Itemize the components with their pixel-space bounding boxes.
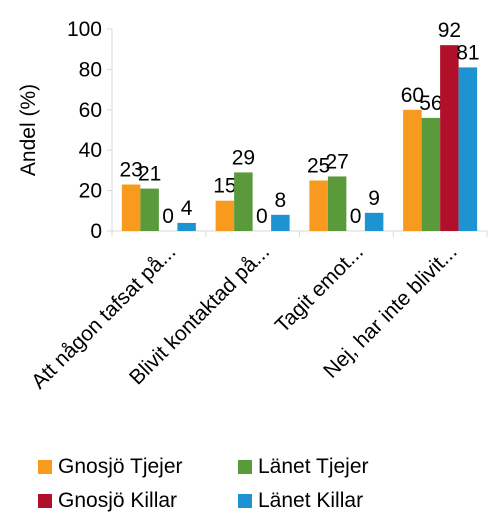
data-label: 0 — [256, 205, 268, 228]
data-label: 60 — [401, 84, 424, 107]
data-label: 8 — [275, 189, 287, 212]
data-label: 56 — [419, 92, 442, 115]
bar — [458, 67, 478, 231]
legend-label: Länet Tjejer — [258, 455, 369, 478]
bar — [440, 45, 459, 231]
legend-label: Gnosjö Tjejer — [58, 455, 183, 478]
bar — [403, 109, 422, 231]
legend-item: Gnosjö Killar — [38, 489, 238, 513]
data-label: 27 — [325, 150, 348, 173]
data-label: 25 — [307, 155, 330, 178]
legend-label: Länet Killar — [258, 489, 364, 512]
legend-swatch — [238, 494, 252, 508]
x-tick-label: Tagit emot... — [271, 240, 368, 337]
legend: Gnosjö Tjejer Länet Tjejer Gnosjö Killar Lä… — [38, 455, 478, 513]
bar — [215, 200, 235, 231]
y-tick-label: 40 — [79, 139, 102, 162]
data-label: 0 — [162, 205, 174, 228]
legend-item: Gnosjö Tjejer — [38, 455, 238, 479]
y-tick-label: 0 — [90, 220, 102, 243]
y-tick-label: 20 — [79, 180, 102, 203]
data-label: 4 — [181, 197, 193, 220]
data-label: 15 — [213, 175, 236, 198]
data-label: 92 — [438, 19, 461, 42]
bar — [121, 184, 141, 231]
data-label: 23 — [119, 159, 142, 182]
bar — [309, 180, 328, 231]
bar — [271, 214, 290, 231]
bar — [364, 212, 384, 231]
bar — [421, 117, 441, 231]
y-axis-title: Andel (%) — [17, 84, 40, 176]
legend-item: Länet Tjejer — [238, 455, 438, 479]
bar — [234, 172, 253, 231]
y-tick-label: 60 — [79, 99, 102, 122]
legend-swatch — [238, 460, 252, 474]
legend-swatch — [38, 494, 52, 508]
legend-label: Gnosjö Killar — [58, 489, 178, 512]
data-label: 29 — [232, 146, 255, 169]
data-label: 0 — [350, 205, 362, 228]
bar — [327, 176, 347, 231]
data-label: 81 — [456, 41, 479, 64]
bar — [140, 188, 159, 231]
y-tick-label: 80 — [79, 58, 102, 81]
data-label: 9 — [368, 187, 380, 210]
data-label: 21 — [138, 163, 161, 186]
bar — [177, 222, 196, 231]
y-tick-label: 100 — [67, 18, 102, 41]
legend-item: Länet Killar — [238, 489, 438, 513]
legend-swatch — [38, 460, 52, 474]
